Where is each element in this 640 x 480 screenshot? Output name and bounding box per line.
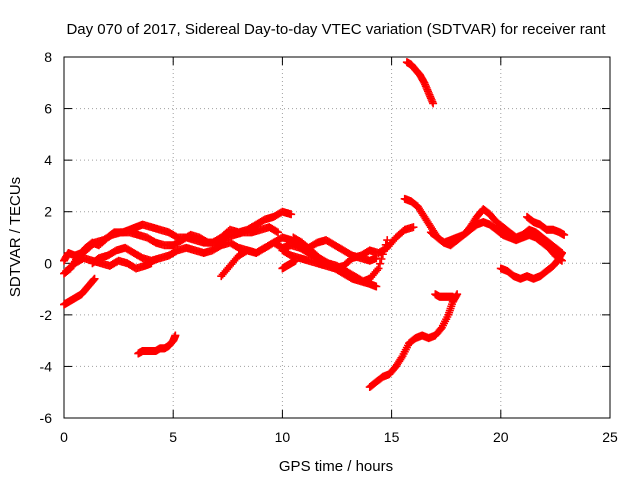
x-tick-label: 10 xyxy=(275,429,291,445)
y-tick-label: 2 xyxy=(44,204,52,220)
data-point xyxy=(380,245,389,254)
x-tick-label: 25 xyxy=(602,429,618,445)
data-point xyxy=(374,264,383,273)
series-arc-9 xyxy=(289,233,392,286)
series-arc-17 xyxy=(523,212,569,239)
data-point xyxy=(90,274,99,283)
data-point xyxy=(378,250,387,259)
y-tick-label: 6 xyxy=(44,101,52,117)
data-point xyxy=(291,256,300,265)
data-point xyxy=(557,248,566,257)
data-point xyxy=(383,236,392,245)
series-arc-11 xyxy=(365,290,462,392)
x-tick-label: 20 xyxy=(493,429,509,445)
data-point xyxy=(560,230,569,239)
x-axis-label: GPS time / hours xyxy=(279,458,393,475)
data-point xyxy=(274,228,283,237)
series-arc-4 xyxy=(60,274,99,309)
data-point xyxy=(372,282,381,291)
data-point xyxy=(287,210,296,219)
data-point xyxy=(171,331,180,340)
data-point xyxy=(429,99,438,108)
y-tick-label: -2 xyxy=(40,307,53,323)
data-point xyxy=(453,290,462,299)
data-point xyxy=(377,254,386,263)
plot-border xyxy=(63,56,611,419)
y-tick-label: 0 xyxy=(44,255,52,271)
series-arc-14 xyxy=(431,290,457,301)
data-point xyxy=(381,240,390,249)
data-point xyxy=(409,223,418,232)
y-tick-label: 8 xyxy=(44,49,52,65)
data-point xyxy=(147,259,156,268)
data-series xyxy=(60,58,569,392)
y-axis-label: SDTVAR / TECUs xyxy=(7,177,24,297)
data-point xyxy=(272,227,281,236)
x-tick-label: 15 xyxy=(384,429,400,445)
data-point xyxy=(448,292,457,301)
series-arc-12 xyxy=(402,58,438,108)
y-tick-label: -4 xyxy=(40,358,53,374)
y-tick-label: 4 xyxy=(44,152,52,168)
x-tick-label: 0 xyxy=(60,429,68,445)
series-arc-5 xyxy=(62,254,156,276)
axis-ticks: 0 5 10 15 20 25 -6 -4 -2 0 2 4 6 8 xyxy=(40,49,618,445)
x-tick-label: 5 xyxy=(169,429,177,445)
plot-frame xyxy=(63,56,611,419)
series-arc-16 xyxy=(496,248,566,283)
data-point xyxy=(375,259,384,268)
y-tick-label: -6 xyxy=(40,410,53,426)
series-arc-10 xyxy=(278,256,300,273)
series-arc-6 xyxy=(134,331,180,358)
chart-title: Day 070 of 2017, Sidereal Day-to-day VTE… xyxy=(66,21,606,38)
data-point xyxy=(373,266,382,275)
series-arc-1 xyxy=(60,207,296,265)
